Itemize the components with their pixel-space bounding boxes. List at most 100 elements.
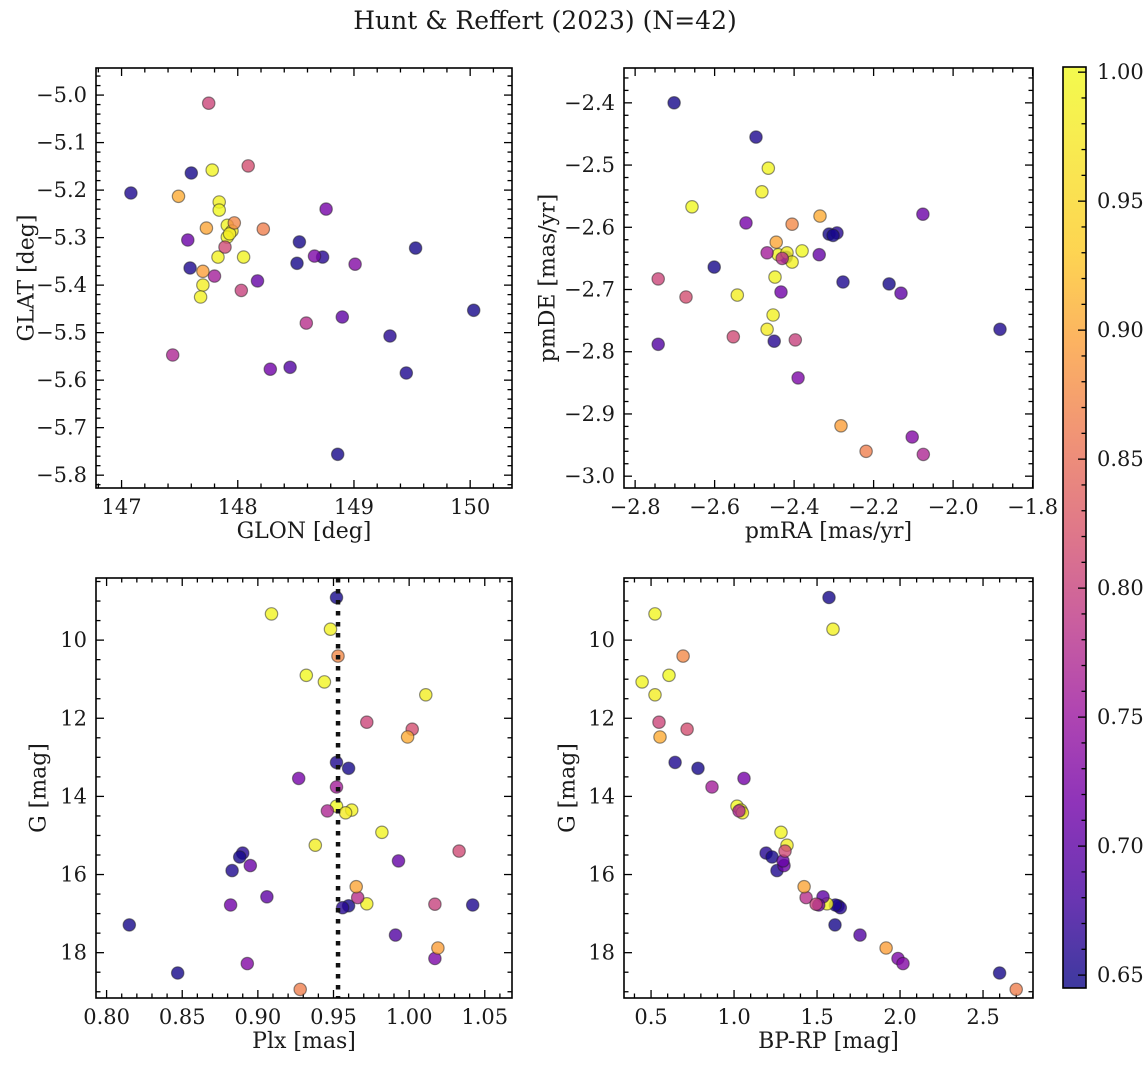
star-point xyxy=(465,898,480,912)
star-point xyxy=(243,858,258,873)
star-point xyxy=(760,246,774,260)
star-point xyxy=(635,675,649,689)
star-point xyxy=(778,844,792,858)
y-tick-label: 18 xyxy=(588,941,615,965)
star-point xyxy=(359,715,374,729)
star-point xyxy=(879,941,893,955)
star-point xyxy=(761,161,776,175)
star-point xyxy=(707,260,721,274)
star-point xyxy=(184,166,199,180)
panel-frame xyxy=(95,577,513,999)
x-tick-label: −2.6 xyxy=(689,495,740,519)
star-point xyxy=(165,348,180,362)
x-tick-label: 1.5 xyxy=(800,1005,833,1029)
y-tick-label: −2.6 xyxy=(564,215,615,239)
axis-ticks xyxy=(96,578,512,998)
y-tick-label: 10 xyxy=(60,628,87,652)
x-tick-label: −2.2 xyxy=(848,495,899,519)
star-point xyxy=(299,316,314,330)
star-point xyxy=(795,244,809,258)
star-point xyxy=(375,825,389,840)
star-point xyxy=(193,290,208,304)
star-point xyxy=(828,918,842,932)
star-point xyxy=(812,247,826,262)
data-points xyxy=(635,590,1023,997)
x-tick-label: 1.05 xyxy=(461,1005,508,1029)
star-point xyxy=(418,687,433,702)
star-point xyxy=(1009,982,1023,997)
star-point xyxy=(236,250,251,264)
star-point xyxy=(755,185,769,199)
star-point xyxy=(834,418,848,433)
star-point xyxy=(662,668,676,683)
star-point xyxy=(768,270,782,284)
x-tick-label: −2.4 xyxy=(769,495,820,519)
data-points xyxy=(122,590,480,997)
y-tick-label: 14 xyxy=(588,784,615,808)
star-point xyxy=(183,261,197,275)
y-tick-label: −5.3 xyxy=(36,226,87,250)
x-tick-label: 2.0 xyxy=(883,1005,916,1029)
star-point xyxy=(218,240,232,254)
star-point xyxy=(348,257,362,271)
star-point xyxy=(774,825,788,840)
star-point xyxy=(651,272,665,286)
y-tick-label: −2.8 xyxy=(564,340,615,364)
star-point xyxy=(466,303,481,318)
star-point xyxy=(667,96,681,110)
y-tick-label: −5.8 xyxy=(36,463,87,487)
star-point xyxy=(338,805,353,820)
y-tick-label: 16 xyxy=(588,863,615,887)
panel-frame xyxy=(95,67,513,489)
y-tick-label: 10 xyxy=(588,628,615,652)
figure-title: Hunt & Reffert (2023) (N=42) xyxy=(353,6,737,35)
star-point xyxy=(201,96,216,110)
star-point xyxy=(323,622,338,636)
star-point xyxy=(181,233,195,247)
star-point xyxy=(341,761,356,776)
colorbar-tick-label: 0.75 xyxy=(1097,705,1144,729)
y-tick-label: 14 xyxy=(60,784,87,808)
bprp-axis-label: BP-RP [mag] xyxy=(758,1029,899,1054)
star-point xyxy=(749,130,763,144)
star-point xyxy=(171,189,186,204)
x-tick-label: −2.0 xyxy=(928,495,979,519)
star-point xyxy=(691,761,705,776)
star-point xyxy=(797,879,811,894)
y-tick-label: 16 xyxy=(60,863,87,887)
star-point xyxy=(196,264,210,279)
y-tick-label: −2.9 xyxy=(564,402,615,426)
star-point xyxy=(826,622,840,636)
colorbar-tick-label: 0.95 xyxy=(1097,189,1144,213)
x-tick-label: 148 xyxy=(218,495,258,519)
star-point xyxy=(916,447,931,462)
star-point xyxy=(822,590,836,605)
x-tick-label: 150 xyxy=(450,495,490,519)
y-tick-label: −2.7 xyxy=(564,278,615,302)
star-point xyxy=(653,730,667,744)
y-tick-label: 12 xyxy=(588,706,615,730)
star-point xyxy=(223,898,238,912)
star-point xyxy=(205,163,219,177)
star-point xyxy=(705,780,719,794)
y-tick-label: −5.0 xyxy=(36,83,87,107)
star-point xyxy=(788,333,803,347)
colorbar-tick-label: 0.85 xyxy=(1097,447,1144,471)
y-tick-label: −5.7 xyxy=(36,416,87,440)
pmra-axis-label: pmRA [mas/yr] xyxy=(744,519,913,544)
star-point xyxy=(232,850,247,864)
x-tick-label: 0.90 xyxy=(234,1005,281,1029)
star-point xyxy=(256,222,271,236)
star-point xyxy=(894,286,908,300)
star-point xyxy=(196,278,210,292)
panel-parallax-mag: 0.80 0.85 0.90 0.95 1.00 1.05 10 12 14 16 18 xyxy=(60,577,513,1029)
colorbar-tick-label: 0.65 xyxy=(1097,963,1144,987)
star-point xyxy=(240,956,255,971)
star-point xyxy=(319,202,333,216)
star-point xyxy=(212,203,226,217)
star-point xyxy=(399,366,414,380)
star-point xyxy=(307,249,322,263)
x-tick-label: −2.8 xyxy=(610,495,661,519)
star-point xyxy=(651,337,665,352)
colorbar-tick-label: 0.90 xyxy=(1097,318,1144,342)
